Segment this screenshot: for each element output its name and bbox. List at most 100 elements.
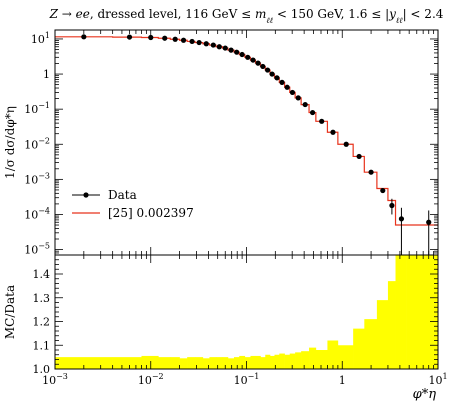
ratio-band-bin bbox=[301, 351, 310, 369]
data-point bbox=[295, 95, 301, 101]
main-y-axis-label: 1/σ dσ/dφ*η bbox=[3, 106, 17, 179]
ratio-band-bin bbox=[295, 352, 302, 369]
ratio-band-bin bbox=[406, 255, 439, 369]
ratio-band-bin bbox=[315, 350, 328, 369]
legend-data-label: Data bbox=[108, 188, 137, 202]
main-y-tick-label: 10−4 bbox=[24, 206, 50, 221]
ratio-band-bin bbox=[265, 354, 271, 369]
ratio-y-tick-label: 1.2 bbox=[33, 316, 51, 329]
legend: Data [25] 0.002397 bbox=[72, 188, 194, 220]
main-y-tick-label: 10−5 bbox=[24, 242, 50, 257]
data-point bbox=[222, 45, 228, 51]
data-point bbox=[319, 118, 325, 124]
ratio-y-tick-label: 1.1 bbox=[33, 339, 51, 352]
data-point bbox=[289, 89, 296, 96]
ratio-x-tick-label: 101 bbox=[428, 372, 447, 387]
ratio-band-bin bbox=[387, 281, 396, 369]
legend-mc-label: [25] 0.002397 bbox=[108, 206, 194, 220]
data-point bbox=[81, 34, 87, 40]
ratio-band-bin bbox=[239, 355, 246, 369]
ratio-y-axis-label: MC/Data bbox=[3, 285, 17, 339]
data-point bbox=[239, 51, 245, 58]
ratio-x-tick-label: 1 bbox=[339, 374, 346, 387]
data-point bbox=[274, 75, 280, 81]
ratio-band-bin bbox=[202, 358, 210, 369]
data-point bbox=[269, 71, 275, 77]
ratio-band-bin bbox=[112, 357, 142, 369]
data-point bbox=[330, 129, 336, 135]
ratio-band-bin bbox=[187, 357, 196, 369]
data-point bbox=[203, 41, 209, 47]
ratio-band-bin bbox=[233, 357, 240, 369]
data-point bbox=[426, 219, 432, 225]
ratio-band-bin bbox=[170, 357, 180, 369]
x-axis-label-text: φ*η bbox=[413, 387, 437, 402]
data-point bbox=[210, 42, 216, 48]
ratio-band-bin bbox=[179, 358, 188, 369]
ratio-band-bin bbox=[141, 355, 159, 369]
x-axis-label: φ*η bbox=[413, 387, 437, 402]
ratio-x-tick-label: 10−3 bbox=[42, 372, 68, 387]
ratio-band-layer bbox=[55, 255, 439, 369]
data-point bbox=[264, 67, 271, 73]
data-point bbox=[234, 49, 240, 55]
ratio-band-bin bbox=[289, 353, 296, 369]
ratio-y-axis-label-text: MC/Data bbox=[3, 285, 17, 339]
ratio-band-bin bbox=[274, 354, 280, 369]
data-point bbox=[302, 101, 308, 108]
ratio-band-bin bbox=[244, 357, 251, 369]
main-panel-frame bbox=[54, 29, 439, 256]
data-point bbox=[189, 38, 195, 45]
ratio-band-bin bbox=[215, 357, 223, 369]
ratio-band-bin bbox=[195, 357, 204, 369]
ratio-band-bin bbox=[270, 355, 275, 369]
main-series-layer bbox=[55, 34, 438, 255]
chart-title: Z → ee, dressed level, 116 GeV ≤ mℓℓ < 1… bbox=[49, 7, 444, 25]
data-point bbox=[398, 216, 405, 222]
data-point bbox=[260, 63, 266, 70]
ratio-band-bin bbox=[55, 357, 113, 369]
ratio-band-bin bbox=[395, 255, 407, 369]
ratio-band-bin bbox=[222, 357, 229, 369]
ratio-y-tick-label: 1.3 bbox=[33, 292, 51, 305]
main-y-tick-label: 10−2 bbox=[24, 136, 50, 151]
data-point bbox=[356, 153, 362, 160]
main-y-tick-label: 10−1 bbox=[24, 101, 50, 116]
ratio-band-bin bbox=[279, 353, 285, 369]
ratio-band-bin bbox=[309, 347, 317, 369]
data-point bbox=[309, 109, 316, 116]
data-point bbox=[380, 187, 386, 194]
ratio-axis-ticks: 10−3 10−2 10−1 1 101 1.0 1.1 1.2 1.3 1.4 bbox=[33, 255, 448, 387]
data-point bbox=[250, 57, 256, 63]
ratio-band-bin bbox=[227, 358, 235, 369]
ratio-band-bin bbox=[337, 345, 354, 369]
main-y-axis-label-text: 1/σ dσ/dφ*η bbox=[3, 106, 17, 179]
data-point bbox=[389, 202, 395, 209]
ratio-band-bin bbox=[209, 357, 217, 369]
data-point bbox=[126, 34, 133, 40]
ratio-band-bin bbox=[250, 355, 256, 369]
ratio-band-bin bbox=[353, 328, 365, 369]
main-panel: 101 1 10−1 10−2 10−3 10−4 10−5 1/σ dσ/dφ*η Dat… bbox=[3, 29, 439, 257]
main-y-tick-label: 10−3 bbox=[24, 171, 50, 186]
data-point bbox=[255, 60, 261, 66]
data-point bbox=[343, 141, 349, 147]
data-point bbox=[162, 35, 168, 41]
ratio-x-tick-label: 10−1 bbox=[234, 372, 260, 387]
main-axis-ticks: 101 1 10−1 10−2 10−3 10−4 10−5 bbox=[24, 30, 439, 257]
ratio-band-bin bbox=[260, 357, 266, 369]
ratio-x-tick-label: 10−2 bbox=[138, 372, 164, 387]
data-point bbox=[284, 84, 290, 90]
ratio-band-bin bbox=[284, 354, 291, 369]
ratio-band-bin bbox=[376, 300, 389, 369]
ratio-panel-frame bbox=[54, 254, 439, 370]
main-series-clipped bbox=[55, 34, 438, 255]
data-point bbox=[180, 37, 187, 43]
main-y-tick-label: 101 bbox=[31, 31, 50, 46]
data-point bbox=[216, 44, 222, 50]
ratio-band-bin bbox=[255, 355, 261, 369]
legend-data-marker bbox=[83, 192, 89, 198]
ratio-y-tick-label: 1.0 bbox=[33, 363, 51, 376]
